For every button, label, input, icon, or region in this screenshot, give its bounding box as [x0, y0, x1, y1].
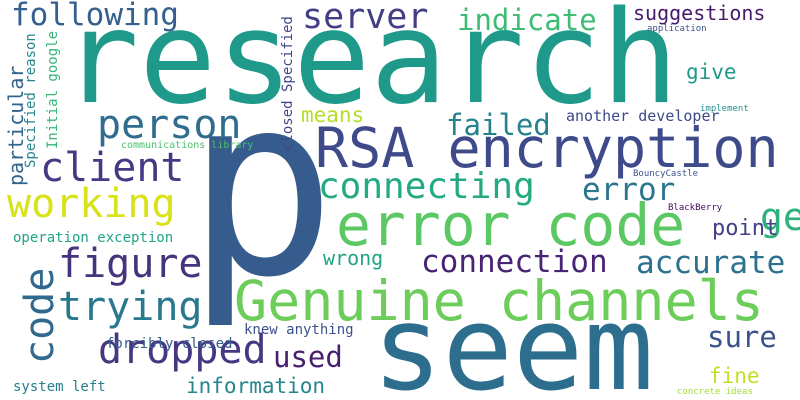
word-server: server [302, 0, 429, 37]
word-trying: trying [58, 284, 203, 330]
word-indicate: indicate [457, 3, 597, 37]
word-initial-google: Initial google [45, 30, 61, 149]
word-error: error [582, 172, 676, 208]
word-wrong: wrong [323, 246, 384, 270]
word-communications-library: communications library [121, 140, 254, 151]
word-another-developer: another developer [566, 107, 720, 125]
word-specified-reason: Specified reason [23, 33, 39, 168]
word-research: research [62, 0, 679, 133]
word-give: give [686, 60, 737, 84]
word-connecting: connecting [318, 166, 535, 207]
word-p: p [186, 41, 337, 332]
word-forcibly-closed: forcibly closed [106, 336, 233, 352]
word-code: code [17, 267, 63, 364]
word-failed: failed [446, 108, 551, 142]
word-getting: getting [760, 195, 800, 239]
word-blackberry: BlackBerry [668, 203, 723, 213]
word-person: person [97, 102, 242, 148]
word-rsa-encryption: RSA encryption [315, 116, 779, 180]
word-working: working [7, 181, 176, 227]
word-dropped: dropped [98, 327, 267, 373]
word-point: point [712, 216, 779, 241]
word-closed-specified: closed Specified [280, 16, 296, 151]
word-suggestions: suggestions [633, 1, 766, 25]
word-concrete-ideas: concrete ideas [677, 387, 753, 397]
word-knew-anything: knew anything [244, 322, 354, 338]
word-means: means [301, 103, 365, 127]
word-following: following [11, 0, 179, 33]
word-error-code: error code [336, 191, 686, 259]
word-sure: sure [707, 320, 777, 354]
word-system-left: system left [13, 379, 106, 395]
word-connection: connection [421, 244, 608, 280]
word-information: information [186, 374, 326, 398]
word-fine: fine [709, 364, 760, 388]
word-accurate: accurate [636, 245, 786, 281]
word-bouncycastle: BouncyCastle [633, 169, 699, 179]
word-implement: implement [700, 104, 749, 114]
word-application: application [647, 24, 707, 34]
word-seem: seem [372, 280, 654, 400]
word-genuine-channels: Genuine channels [234, 269, 764, 333]
word-used: used [273, 340, 343, 374]
word-operation-exception: operation exception [13, 230, 174, 246]
word-figure: figure [58, 241, 203, 287]
word-client: client [40, 145, 185, 191]
